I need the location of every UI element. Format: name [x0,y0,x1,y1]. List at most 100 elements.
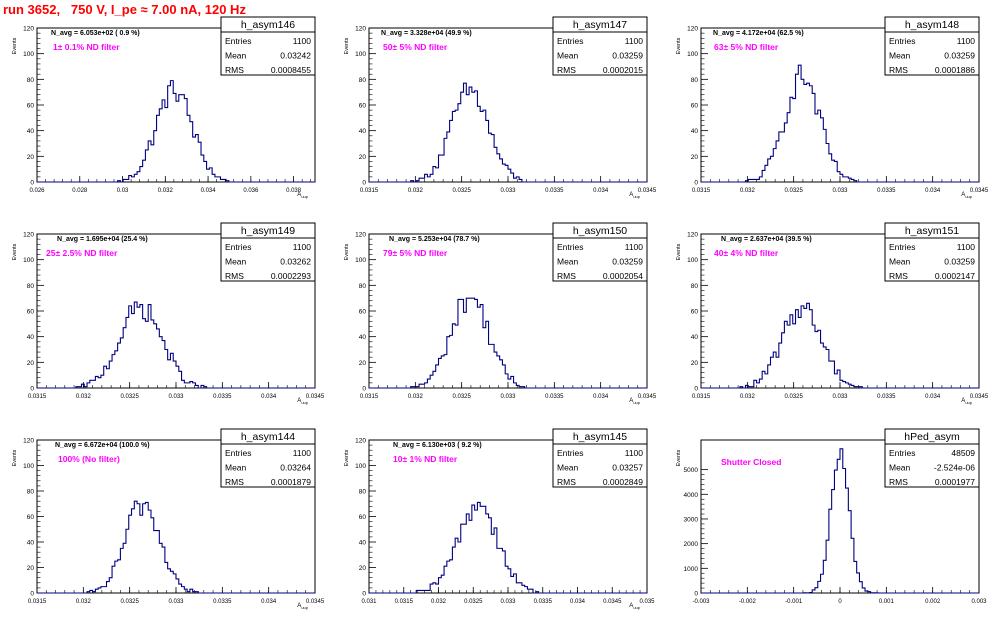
stat-value: 1100 [625,242,644,252]
x-tick-label: -0.002 [739,599,757,605]
stat-label: Mean [889,257,911,267]
stat-value: 48509 [951,448,975,458]
y-tick-label: 0 [30,180,34,187]
stat-value: 0.0002054 [603,271,643,281]
y-axis-title: Events [12,37,18,54]
filter-label: Shutter Closed [721,457,781,467]
x-axis-title: Auup [629,603,640,610]
stat-label: RMS [225,271,244,281]
stat-value: 1100 [293,448,312,458]
x-axis-title: Auup [961,398,972,405]
x-tick-label: 0.032 [408,394,424,400]
stat-value: 1100 [625,448,644,458]
x-tick-label: 0.0325 [120,394,139,400]
x-tick-label: 0.0325 [452,188,471,194]
histogram-bars [37,301,315,389]
y-tick-label: 20 [27,360,35,367]
x-tick-label: 0.0315 [28,599,47,605]
stat-label: RMS [557,271,576,281]
navg-label: N_avg = 6.130e+03 ( 9.2 %) [393,442,482,449]
stat-label: Entries [889,242,915,252]
navg-label: N_avg = 2.637e+04 (39.5 %) [721,236,812,243]
stat-label: Mean [889,463,911,473]
histogram-name: h_asym145 [573,431,627,443]
y-tick-label: 100 [23,463,34,470]
histogram-name: h_asym149 [241,225,295,237]
y-axis-title: Events [12,449,18,466]
stat-value: 0.03259 [944,257,975,267]
x-tick-label: 0.0345 [970,394,989,400]
navg-label: N_avg = 6.672e+04 (100.0 %) [55,442,150,449]
stat-label: Entries [225,242,251,252]
x-axis-title: Auup [297,398,308,405]
y-tick-label: 100 [687,51,698,58]
stat-label: Mean [225,51,247,61]
stat-label: Entries [557,36,583,46]
stat-label: Mean [557,51,579,61]
histogram-panel-h_asym146: 0 20 40 60 80 100 120 0.026 0.028 0.03 0.032 0.034 0… [12,16,316,199]
x-axis-title: Auup [629,398,640,405]
y-axis-title: Events [676,449,682,466]
stat-label: Entries [889,448,915,458]
y-tick-label: 20 [359,360,367,367]
x-axis-subscript: uup [301,194,308,199]
stat-value: 0.03264 [280,463,311,473]
y-tick-label: 0 [694,591,698,598]
filter-label: 50± 5% ND filter [383,42,448,52]
filter-label: 25± 2.5% ND filter [46,248,118,258]
x-tick-label: 0.034 [261,599,277,605]
stat-value: 0.0001977 [935,477,975,487]
x-axis-title: Auup [961,192,972,199]
y-tick-label: 0 [30,591,34,598]
y-tick-label: 120 [23,232,34,239]
y-tick-label: 60 [359,514,367,521]
stat-label: Mean [225,257,247,267]
y-tick-label: 120 [23,438,34,445]
x-tick-label: 0.0325 [452,394,471,400]
x-tick-label: 0.0345 [970,188,989,194]
y-tick-label: 40 [359,334,367,341]
x-tick-label: 0.0345 [306,394,325,400]
x-tick-label: 0.033 [500,394,516,400]
y-tick-label: 100 [355,463,366,470]
y-tick-label: 80 [27,283,35,290]
y-tick-label: 0 [30,386,34,393]
x-tick-label: 0.0335 [877,188,896,194]
x-tick-label: 0.0325 [464,599,483,605]
stat-label: Entries [557,242,583,252]
y-tick-label: 80 [27,489,35,496]
histogram-panel-h_asym151: 0 20 40 60 80 100 120 0.0315 0.032 0.0325 0.033 0.0… [676,222,989,405]
navg-label: N_avg = 4.172e+04 (62.5 %) [713,30,804,37]
histogram-panel-h_asym150: 0 20 40 60 80 100 120 0.0315 0.032 0.0325 0.033 0.0… [344,222,657,405]
x-tick-label: 0.038 [286,188,302,194]
histogram-bars [369,82,647,183]
stat-label: RMS [557,65,576,75]
stat-value: 1100 [293,36,312,46]
stats-box [220,16,316,76]
stats-box [884,428,980,488]
stat-label: Mean [889,51,911,61]
x-tick-label: 0.0345 [603,599,622,605]
stat-value: 0.03259 [612,51,643,61]
y-axis-title: Events [344,37,350,54]
y-tick-label: 60 [27,309,35,316]
histogram-name: h_asym148 [905,19,959,31]
x-tick-label: 0.032 [408,188,424,194]
stat-value: 0.0008455 [271,65,311,75]
filter-label: 10± 1% ND filter [393,454,458,464]
x-tick-label: 0.033 [500,599,516,605]
x-tick-label: 0.034 [925,394,941,400]
histogram-panel-h_asym147: 0 20 40 60 80 100 120 0.0315 0.032 0.0325 0.033 0.0… [344,16,657,199]
filter-label: 63± 5% ND filter [714,42,779,52]
navg-label: N_avg = 5.253e+04 (78.7 %) [389,236,480,243]
stat-label: RMS [889,477,908,487]
y-tick-label: 40 [359,540,367,547]
y-tick-label: 120 [687,26,698,33]
x-tick-label: 0.003 [971,599,987,605]
stats-box [552,16,648,76]
stats-box [552,222,648,282]
stats-box [552,428,648,488]
y-axis-title: Events [12,243,18,260]
x-tick-label: 0.032 [740,188,756,194]
